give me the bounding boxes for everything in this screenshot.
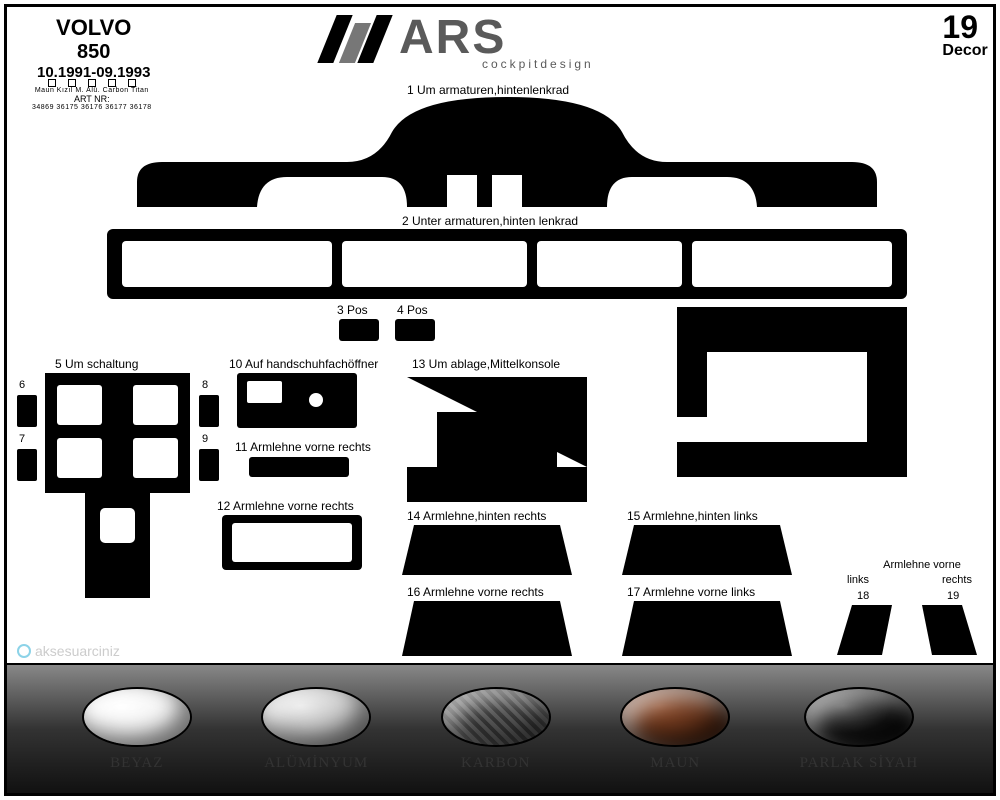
swatch-oval: [620, 687, 730, 747]
part-12-shape: [222, 515, 362, 570]
part-19-label: 19: [947, 590, 959, 602]
swatch-item: PARLAK SİYAH: [800, 687, 919, 772]
watermark: aksesuarciniz: [17, 643, 120, 659]
part-13-shape: [407, 307, 907, 507]
swatch-oval: [441, 687, 551, 747]
part-8-shape: [199, 395, 219, 427]
part-2-shape: [107, 229, 907, 299]
diagram-area: VOLVO 850 10.1991-09.1993 Maun Kızıl M. …: [7, 7, 993, 667]
part-10-label: 10 Auf handschuhfachöffner: [229, 357, 378, 371]
part-12-label: 12 Armlehne vorne rechts: [217, 499, 354, 513]
swatch-oval: [82, 687, 192, 747]
artnr-boxes: [32, 79, 152, 87]
swatch-name: MAUN: [650, 755, 700, 772]
part-10-shape: [237, 373, 357, 428]
part-1-shape: [137, 97, 877, 207]
part-3-shape: [339, 319, 379, 341]
swatch-name: PARLAK SİYAH: [800, 755, 919, 772]
part-11-label: 11 Armlehne vorne rechts: [235, 440, 371, 454]
part-1819-label-a: Armlehne vorne: [857, 559, 987, 571]
watermark-text: aksesuarciniz: [35, 643, 120, 659]
decor-label: Decor: [942, 42, 987, 60]
watermark-icon: [17, 644, 31, 658]
model-text: 850: [37, 41, 150, 64]
part-3-label: 3 Pos: [337, 303, 368, 317]
decor-number: 19: [942, 13, 978, 42]
part-17-label: 17 Armlehne vorne links: [627, 585, 755, 599]
logo-bars: [327, 15, 387, 63]
swatch-footer: BEYAZ ALÜMİNYUM KARBON MAUN PARLAK SİYAH: [7, 663, 993, 793]
artnr-labels: Maun Kızıl M. Alü. Carbon Titan: [32, 87, 152, 94]
part-15-label: 15 Armlehne,hinten links: [627, 509, 758, 523]
swatch-oval: [261, 687, 371, 747]
logo-subtext: cockpitdesign: [482, 57, 594, 71]
swatch-oval: [804, 687, 914, 747]
swatch-item: BEYAZ: [82, 687, 192, 772]
part-16-label: 16 Armlehne vorne rechts: [407, 585, 544, 599]
decor-count: 19 Decor: [942, 13, 978, 42]
part-11-shape: [249, 457, 349, 477]
part-1819-label-b: links: [847, 574, 869, 586]
swatch-name: KARBON: [461, 755, 530, 772]
part-1-label: 1 Um armaturen,hintenlenkrad: [407, 83, 569, 97]
artnr-block: Maun Kızıl M. Alü. Carbon Titan ART NR: …: [32, 79, 152, 111]
part-16-shape: [402, 601, 572, 656]
part-7-shape: [17, 449, 37, 481]
vehicle-header: VOLVO 850 10.1991-09.1993: [37, 15, 150, 81]
swatch-item: ALÜMİNYUM: [261, 687, 371, 772]
part-14-shape: [402, 525, 572, 575]
outer-frame: VOLVO 850 10.1991-09.1993 Maun Kızıl M. …: [4, 4, 996, 796]
part-6-label: 6: [19, 379, 25, 391]
part-8-label: 8: [202, 379, 208, 391]
artnr-codes: 34869 36175 36176 36177 36178: [32, 104, 152, 111]
part-19-shape: [922, 605, 977, 655]
swatch-name: BEYAZ: [110, 755, 163, 772]
part-17-shape: [622, 601, 792, 656]
part-18-shape: [837, 605, 892, 655]
part-5-label: 5 Um schaltung: [55, 357, 138, 371]
artnr-title: ART NR:: [32, 94, 152, 104]
swatch-item: KARBON: [441, 687, 551, 772]
swatch-name: ALÜMİNYUM: [264, 755, 368, 772]
part-7-label: 7: [19, 433, 25, 445]
part-9-label: 9: [202, 433, 208, 445]
brand-text: VOLVO: [37, 15, 150, 41]
part-5-shape: [45, 373, 190, 598]
part-14-label: 14 Armlehne,hinten rechts: [407, 509, 546, 523]
part-6-shape: [17, 395, 37, 427]
part-2-label: 2 Unter armaturen,hinten lenkrad: [402, 214, 578, 228]
part-15-shape: [622, 525, 792, 575]
part-18-label: 18: [857, 590, 869, 602]
swatch-item: MAUN: [620, 687, 730, 772]
mars-logo: ARS cockpitdesign: [327, 15, 687, 75]
part-9-shape: [199, 449, 219, 481]
part-1819-label-c: rechts: [942, 574, 972, 586]
